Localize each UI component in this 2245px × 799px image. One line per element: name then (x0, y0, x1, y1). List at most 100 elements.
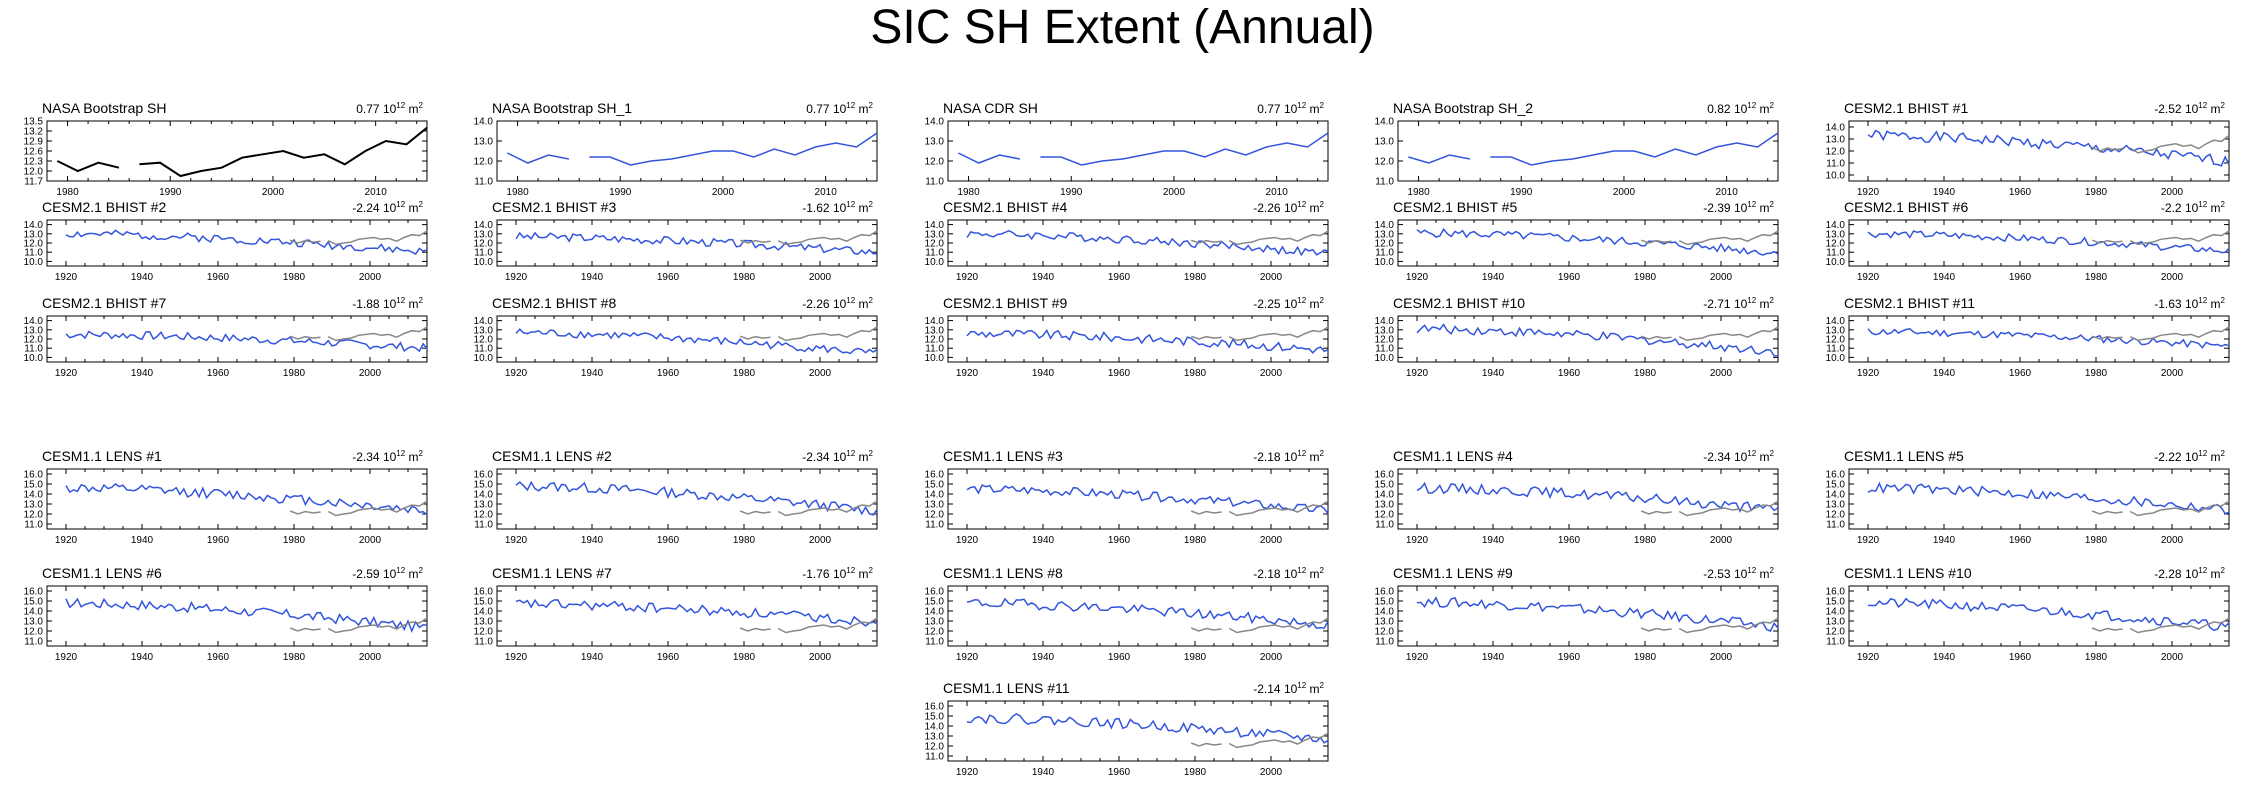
trend-exp2: 2 (1770, 566, 1775, 575)
plot-frame (947, 219, 1329, 267)
overlay-line (2129, 617, 2230, 634)
x-tick-label: 2000 (359, 535, 382, 546)
trend-exp2: 2 (869, 449, 874, 458)
x-tick-label: 1940 (1933, 368, 1956, 379)
x-tick-label: 1960 (207, 368, 230, 379)
y-tick-label: 13.0 (1375, 137, 1395, 148)
plot-frame (1848, 585, 2230, 647)
panel-21: CESM1.1 LENS #6 -2.59 1012 m2 1920 1940 1960… (24, 565, 428, 663)
y-tick-label: 12.0 (925, 335, 945, 346)
trend-exp2: 2 (1320, 101, 1325, 110)
x-tick-label: 1920 (1857, 187, 1880, 198)
overlay-line (1678, 326, 1779, 342)
overlay-line (289, 627, 321, 632)
series-line (65, 483, 428, 516)
trend-label: 0.77 1012 m2 (1257, 101, 1324, 116)
overlay-line (327, 326, 428, 342)
trend-unit2: m (2207, 450, 2220, 464)
panel-title: NASA Bootstrap SH (42, 100, 167, 116)
overlay-line (1228, 230, 1329, 246)
trend-value: 0.77 (356, 102, 383, 116)
y-tick-label: 16.0 (925, 702, 945, 713)
trend-exp2: 2 (419, 449, 424, 458)
x-tick-label: 1920 (55, 272, 78, 283)
trend-unit: 10 (383, 567, 397, 581)
y-tick-label: 12.0 (1375, 510, 1395, 521)
y-tick-label: 11.0 (474, 637, 493, 648)
plot-frame (46, 468, 428, 530)
trend-unit: 10 (1284, 201, 1298, 215)
panel-title: CESM1.1 LENS #11 (943, 680, 1070, 696)
overlay-line (2129, 326, 2230, 342)
x-tick-label: 1920 (1857, 535, 1880, 546)
y-tick-label: 11.0 (1375, 520, 1394, 531)
trend-value: -2.28 (2154, 567, 2185, 581)
series-line (1416, 596, 1779, 633)
x-tick-label: 1980 (957, 187, 980, 198)
y-tick-label: 13.0 (474, 137, 494, 148)
panel-title: CESM2.1 BHIST #10 (1393, 295, 1525, 311)
overlay-line (1678, 230, 1779, 246)
trend-unit: 10 (833, 297, 847, 311)
y-tick-label: 12.0 (1826, 239, 1846, 250)
x-tick-label: 2000 (1613, 187, 1636, 198)
trend-unit: 10 (383, 297, 397, 311)
trend-exp2: 2 (869, 200, 874, 209)
y-tick-label: 13.0 (1375, 617, 1395, 628)
x-tick-label: 2000 (1163, 187, 1186, 198)
y-tick-label: 11.0 (474, 177, 493, 188)
x-tick-label: 1980 (1184, 272, 1207, 283)
y-tick-label: 11.0 (24, 520, 43, 531)
x-tick-label: 1960 (207, 272, 230, 283)
y-tick-label: 14.0 (474, 220, 494, 231)
trend-value: -2.71 (1703, 297, 1734, 311)
y-tick-label: 14.0 (925, 722, 945, 733)
y-tick-label: 12.0 (474, 239, 494, 250)
panel-16: CESM1.1 LENS #1 -2.34 1012 m2 1920 1940 1960… (24, 448, 428, 546)
x-tick-label: 1940 (131, 535, 154, 546)
trend-value: -2.34 (1703, 450, 1734, 464)
x-tick-label: 1920 (956, 535, 979, 546)
overlay-line (2129, 500, 2230, 517)
y-tick-label: 13.0 (1826, 500, 1846, 511)
x-tick-label: 1920 (1857, 368, 1880, 379)
y-tick-label: 15.0 (1826, 480, 1846, 491)
trend-label: -2.25 1012 m2 (1253, 296, 1324, 311)
trend-value: -2.34 (802, 450, 833, 464)
y-tick-label: 13.5 (24, 117, 44, 128)
y-tick-label: 12.0 (474, 335, 494, 346)
x-tick-label: 1940 (131, 368, 154, 379)
x-tick-label: 1940 (1933, 187, 1956, 198)
y-tick-label: 16.0 (1375, 587, 1395, 598)
y-tick-label: 16.0 (925, 470, 945, 481)
trend-unit: 10 (2185, 297, 2199, 311)
panel-4: NASA Bootstrap SH_2 0.82 1012 m2 1980 1990 2… (1375, 100, 1779, 198)
panel-title: CESM1.1 LENS #7 (492, 565, 612, 581)
y-tick-label: 12.0 (474, 510, 494, 521)
x-tick-label: 1960 (1558, 272, 1581, 283)
trend-exp2: 2 (1770, 449, 1775, 458)
y-tick-label: 12.6 (24, 147, 44, 158)
panel-22: CESM1.1 LENS #7 -1.76 1012 m2 1920 1940 1960… (474, 565, 878, 663)
y-tick-label: 14.0 (925, 316, 945, 327)
y-tick-label: 11.0 (474, 344, 493, 355)
series-line (56, 160, 120, 173)
x-tick-label: 1960 (2009, 535, 2032, 546)
panel-title: CESM1.1 LENS #5 (1844, 448, 1964, 464)
trend-value: -2.34 (352, 450, 383, 464)
panel-23: CESM1.1 LENS #8 -2.18 1012 m2 1920 1940 1960… (925, 565, 1329, 663)
x-tick-label: 1980 (56, 187, 79, 198)
trend-exp: 12 (2198, 200, 2207, 209)
panel-1: NASA Bootstrap SH 0.77 1012 m2 1980 1990 200… (24, 100, 428, 198)
x-tick-label: 1940 (131, 652, 154, 663)
series-line (1867, 230, 2230, 254)
series-line (515, 328, 878, 355)
trend-label: -2.22 1012 m2 (2154, 449, 2225, 464)
trend-exp: 12 (1747, 101, 1756, 110)
trend-exp: 12 (1297, 200, 1306, 209)
series-line (1867, 327, 2230, 349)
x-tick-label: 1960 (1108, 767, 1131, 778)
trend-unit: 10 (2185, 567, 2199, 581)
x-tick-label: 2000 (1710, 368, 1733, 379)
trend-unit: 10 (1734, 450, 1748, 464)
